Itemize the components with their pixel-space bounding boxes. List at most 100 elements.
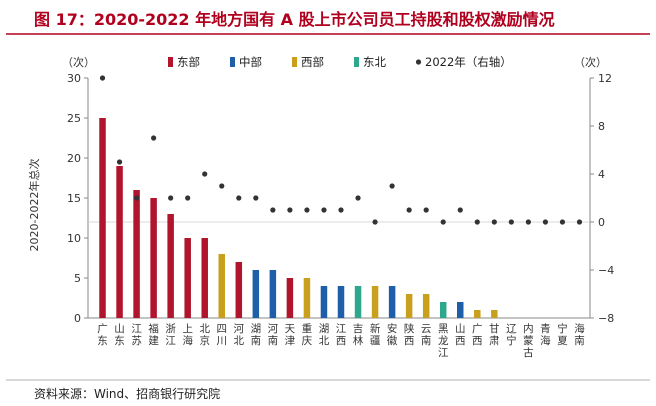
bar-江西: [337, 286, 345, 318]
bar-陕西: [405, 294, 413, 318]
category-label-四川: 四川: [217, 323, 228, 347]
bar-重庆: [303, 278, 311, 318]
bar-上海: [184, 238, 191, 318]
left-tick-label: 0: [74, 312, 81, 325]
bar-广东: [99, 118, 106, 318]
bar-江苏: [133, 190, 140, 318]
right-tick-label: 8: [598, 120, 605, 133]
dot-2022-陕西: [406, 207, 412, 213]
legend-label-west: 西部: [301, 55, 324, 69]
bar-山东: [116, 166, 123, 318]
dot-2022-江西: [338, 207, 344, 213]
legend-swatch-east: [168, 57, 173, 67]
category-label-黑龙江: 黑龙江: [438, 323, 449, 359]
dot-2022-重庆: [304, 207, 310, 213]
chart-title: 图 17：2020-2022 年地方国有 A 股上市公司员工持股和股权激励情况: [34, 10, 555, 29]
dot-2022-上海: [185, 195, 191, 201]
bar-北京: [201, 238, 208, 318]
legend-swatch-central: [230, 57, 235, 67]
category-label-上海: 上海: [182, 323, 193, 347]
dot-series-2022: [99, 75, 583, 225]
dot-2022-宁夏: [559, 219, 566, 225]
dot-2022-山西: [457, 207, 463, 213]
right-axis-ticks: 12 8 4 0 −4 −8: [589, 72, 614, 325]
category-label-天津: 天津: [285, 323, 296, 347]
left-tick-label: 10: [67, 232, 81, 245]
dot-2022-河南: [270, 207, 276, 213]
bar-福建: [150, 198, 157, 318]
category-label-福建: 福建: [148, 322, 159, 347]
category-label-江西: 江西: [336, 323, 347, 347]
dot-2022-广西: [474, 219, 480, 225]
dot-2022-甘肃: [491, 219, 497, 225]
bar-湖南: [252, 270, 260, 318]
category-label-广东: 广东: [97, 323, 108, 347]
dot-2022-辽宁: [508, 219, 514, 225]
dot-2022-内蒙古: [525, 219, 531, 225]
bar-山西: [456, 302, 464, 318]
right-tick-label: 12: [598, 72, 612, 85]
bar-天津: [286, 278, 294, 318]
left-tick-label: 30: [67, 72, 81, 85]
category-labels: 广东山东江苏福建浙江上海北京四川河北湖南河南天津重庆湖北江西吉林新疆安徽陕西云南…: [97, 322, 585, 359]
dot-2022-青海: [542, 219, 549, 225]
dot-2022-新疆: [372, 219, 378, 225]
category-label-吉林: 吉林: [353, 323, 364, 347]
dot-2022-广东: [99, 75, 106, 81]
bar-湖北: [320, 286, 328, 318]
legend-label-dot: 2022年（右轴）: [425, 55, 512, 69]
bar-四川: [218, 254, 226, 318]
category-label-湖南: 湖南: [251, 323, 262, 347]
dot-2022-吉林: [355, 195, 361, 201]
category-label-山东: 山东: [114, 323, 125, 347]
y-axis-title: 2020-2022年总次: [27, 159, 41, 252]
bar-安徽: [388, 286, 396, 318]
legend-swatch-dot: [415, 59, 422, 65]
category-label-青海: 青海: [540, 322, 551, 347]
category-label-山西: 山西: [455, 323, 466, 347]
category-label-浙江: 浙江: [165, 323, 176, 347]
category-label-辽宁: 辽宁: [506, 323, 517, 347]
category-label-安徽: 安徽: [387, 322, 398, 347]
category-label-海南: 海南: [574, 322, 585, 347]
left-tick-label: 5: [74, 272, 81, 285]
dot-2022-湖南: [253, 195, 259, 201]
bar-吉林: [354, 286, 362, 318]
bar-新疆: [371, 286, 379, 318]
category-label-甘肃: 甘肃: [489, 322, 500, 347]
dot-2022-海南: [576, 219, 583, 225]
category-label-北京: 北京: [199, 323, 210, 347]
dot-2022-湖北: [321, 207, 327, 213]
legend-label-northeast: 东北: [363, 55, 386, 69]
bar-黑龙江: [439, 302, 447, 318]
dot-2022-四川: [219, 183, 225, 189]
category-label-内蒙古: 内蒙古: [523, 322, 534, 359]
dot-2022-安徽: [389, 183, 395, 189]
category-label-新疆: 新疆: [370, 322, 381, 347]
legend-label-east: 东部: [177, 55, 200, 69]
category-label-广西: 广西: [472, 323, 483, 347]
left-axis-ticks: 0 5 10 15 20 25 30: [67, 72, 590, 325]
bar-series: [99, 118, 498, 318]
bar-浙江: [167, 214, 174, 318]
legend-swatch-northeast: [354, 57, 359, 67]
bar-广西: [474, 310, 481, 318]
bar-河南: [269, 270, 277, 318]
bar-云南: [422, 294, 430, 318]
category-label-河北: 河北: [234, 323, 245, 347]
right-tick-label: 0: [598, 216, 605, 229]
legend-swatch-west: [292, 57, 297, 67]
bar-河北: [235, 262, 243, 318]
left-axis-unit: （次）: [62, 55, 95, 69]
dot-2022-福建: [151, 135, 157, 141]
category-label-江苏: 江苏: [131, 323, 142, 347]
left-tick-label: 20: [67, 152, 81, 165]
dot-2022-河北: [236, 195, 242, 201]
right-tick-label: 4: [598, 168, 605, 181]
dot-2022-北京: [202, 171, 208, 177]
dot-2022-黑龙江: [440, 219, 446, 225]
left-tick-label: 25: [67, 112, 81, 125]
category-label-宁夏: 宁夏: [557, 322, 568, 347]
chart-legend: 东部 中部 西部 东北 2022年（右轴）: [168, 55, 512, 69]
